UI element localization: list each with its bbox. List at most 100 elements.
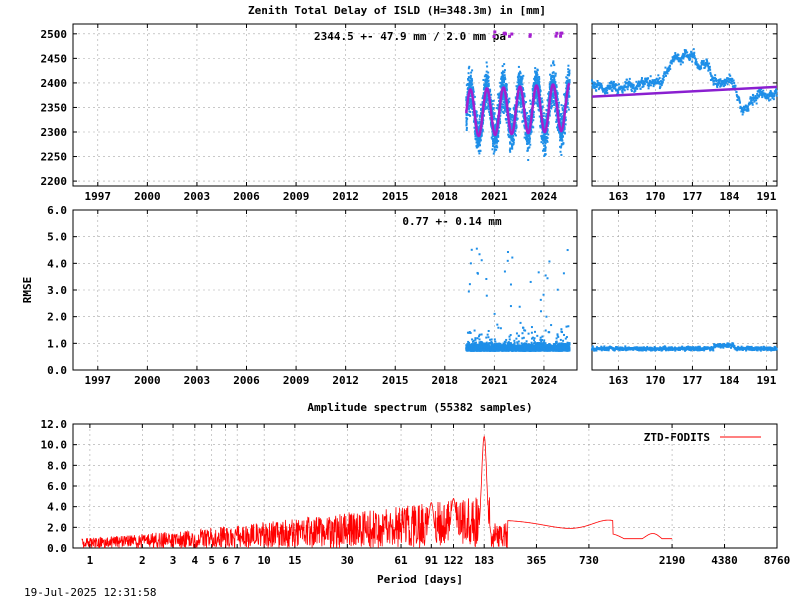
ztd-zoom-point: [731, 80, 734, 83]
ztd-point: [534, 81, 537, 84]
ztd-point: [548, 91, 551, 94]
ztd-point: [549, 83, 552, 86]
ztd-zoom-point: [774, 88, 777, 91]
ztd-outlier-point: [528, 33, 532, 37]
ztd-point: [491, 142, 494, 145]
rmse-point: [536, 341, 539, 344]
ztd-point: [467, 102, 470, 105]
ztd-zoom-point: [731, 82, 734, 85]
ztd-point: [486, 99, 489, 102]
ztd-zoom-point: [754, 96, 757, 99]
ztd-point: [472, 86, 475, 89]
rmse-point: [475, 247, 478, 250]
ztd-zoom-point: [610, 80, 613, 83]
footer-timestamp: 19-Jul-2025 12:31:58: [24, 586, 156, 599]
ztd-zoom-point: [687, 54, 690, 57]
ztd-zoom-point: [761, 96, 764, 99]
rmse-point: [469, 262, 472, 265]
ztd-point: [503, 74, 506, 77]
ztd-point: [543, 149, 546, 152]
ztd-zoom-point: [647, 87, 650, 90]
ztd-point: [555, 85, 558, 88]
ztd-point: [476, 114, 479, 117]
ztd-point: [519, 72, 522, 75]
ztd-point: [521, 120, 524, 123]
ztd-point: [538, 78, 541, 81]
ztd-point: [469, 74, 472, 77]
ztd-point: [544, 135, 547, 138]
ztd-point: [551, 95, 554, 98]
ztd-zoom-x-tick-label: 170: [645, 190, 665, 203]
ztd-point: [467, 101, 470, 104]
rmse-y-tick-label: 5.0: [47, 231, 67, 244]
ztd-outlier-point: [503, 31, 507, 35]
ztd-point: [516, 87, 519, 90]
ztd-point: [478, 118, 481, 121]
ztd-point: [474, 130, 477, 133]
ztd-point: [519, 84, 522, 87]
ztd-point: [559, 136, 562, 139]
ztd-point: [493, 112, 496, 115]
ztd-point: [503, 69, 506, 72]
ztd-point: [520, 75, 523, 78]
ztd-point: [480, 107, 483, 110]
ztd-point: [509, 147, 512, 150]
ztd-outlier-point: [560, 31, 564, 35]
ztd-zoom-point: [609, 82, 612, 85]
ztd-zoom-point: [710, 78, 713, 81]
ztd-point: [511, 147, 514, 150]
ztd-point: [499, 85, 502, 88]
rmse-annotation: 0.77 +- 0.14 mm: [402, 215, 502, 228]
ztd-zoom-point: [611, 90, 614, 93]
ztd-point: [535, 91, 538, 94]
ztd-zoom-point: [769, 89, 772, 92]
ztd-point: [477, 150, 480, 153]
ztd-point: [532, 116, 535, 119]
ztd-point: [527, 127, 530, 130]
ztd-point: [547, 122, 550, 125]
ztd-point: [489, 118, 492, 121]
ztd-point: [565, 76, 568, 79]
ztd-zoom-point: [612, 82, 615, 85]
rmse-point: [474, 337, 477, 340]
ztd-point: [476, 142, 479, 145]
rmse-x-tick-label: 2018: [432, 374, 459, 387]
rmse-point: [533, 339, 536, 342]
ztd-point: [519, 98, 522, 101]
ztd-point: [550, 105, 553, 108]
ztd-point: [552, 99, 555, 102]
ztd-zoom-point: [729, 74, 732, 77]
ztd-point: [492, 141, 495, 144]
ztd-zoom-point: [622, 88, 625, 91]
ztd-point: [500, 103, 503, 106]
ztd-zoom-point: [690, 51, 693, 54]
ztd-zoom-point: [591, 86, 594, 89]
rmse-point: [540, 338, 543, 341]
ztd-chart-title: Zenith Total Delay of ISLD (H=348.3m) in…: [248, 4, 546, 17]
ztd-zoom-point: [597, 84, 600, 87]
ztd-point: [537, 83, 540, 86]
ztd-x-tick-label: 1997: [85, 190, 112, 203]
ztd-point: [539, 124, 542, 127]
ztd-point: [469, 103, 472, 106]
ztd-point: [554, 74, 557, 77]
ztd-point: [529, 111, 532, 114]
ztd-point: [546, 129, 549, 132]
ztd-x-tick-label: 2021: [481, 190, 508, 203]
ztd-point: [536, 69, 539, 72]
rmse-point: [468, 283, 471, 286]
ztd-point: [466, 83, 469, 86]
ztd-point: [520, 79, 523, 82]
legend-label: ZTD-FODITS: [644, 431, 710, 444]
ztd-outlier-point: [510, 32, 514, 36]
ztd-point: [470, 71, 473, 74]
ztd-point: [521, 77, 524, 80]
ztd-point: [526, 149, 529, 152]
rmse-y-tick-label: 6.0: [47, 204, 67, 217]
ztd-point: [520, 100, 523, 103]
ztd-point: [509, 115, 512, 118]
ztd-point: [477, 145, 480, 148]
ztd-point: [493, 139, 496, 142]
ztd-zoom-point: [773, 95, 776, 98]
